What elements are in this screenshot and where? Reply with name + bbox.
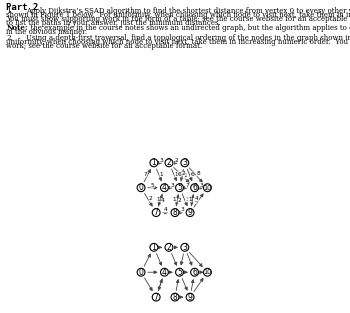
Text: 4: 4 bbox=[162, 183, 167, 192]
Circle shape bbox=[137, 184, 145, 192]
Text: Figure 2: Figure 2 bbox=[13, 230, 49, 239]
Text: 3: 3 bbox=[182, 243, 187, 252]
Text: 1.: 1. bbox=[6, 8, 13, 15]
Text: 6: 6 bbox=[178, 172, 181, 177]
Text: in the obvious manner.: in the obvious manner. bbox=[6, 28, 88, 36]
Circle shape bbox=[203, 184, 211, 192]
Circle shape bbox=[150, 159, 158, 167]
Text: Apply Dijkstra’s SSAD algorithm to find the shortest distance from vertex 0 to e: Apply Dijkstra’s SSAD algorithm to find … bbox=[26, 8, 350, 15]
Circle shape bbox=[186, 293, 194, 301]
Text: shown in Figure 1 below.  For uniformity, when choosing which node to visit next: shown in Figure 1 below. For uniformity,… bbox=[6, 11, 350, 19]
Text: 2: 2 bbox=[178, 198, 182, 203]
Text: 8: 8 bbox=[173, 208, 177, 217]
Text: 2: 2 bbox=[175, 158, 179, 163]
Circle shape bbox=[152, 293, 160, 301]
Text: 5: 5 bbox=[151, 182, 155, 187]
Text: to list the paths in your answer, just the minimum distances.: to list the paths in your answer, just t… bbox=[6, 19, 221, 27]
Text: 2: 2 bbox=[167, 243, 172, 252]
Circle shape bbox=[171, 293, 179, 301]
Circle shape bbox=[152, 209, 160, 217]
Text: 4: 4 bbox=[195, 196, 198, 201]
Circle shape bbox=[165, 159, 173, 167]
Circle shape bbox=[186, 209, 194, 217]
Text: 6: 6 bbox=[192, 183, 197, 192]
Text: 0: 0 bbox=[139, 183, 143, 192]
Text: 6: 6 bbox=[192, 268, 197, 277]
Circle shape bbox=[161, 184, 168, 192]
Text: 3: 3 bbox=[182, 158, 187, 167]
Text: 3: 3 bbox=[186, 197, 189, 202]
Text: 1: 1 bbox=[152, 158, 156, 167]
Text: 10: 10 bbox=[203, 269, 212, 275]
Text: Using a depth-first traversal, find a topological ordering of the nodes in the g: Using a depth-first traversal, find a to… bbox=[26, 34, 350, 42]
Text: 1: 1 bbox=[188, 197, 191, 202]
Text: Figure 1: Figure 1 bbox=[13, 145, 49, 154]
Text: 3: 3 bbox=[199, 182, 203, 187]
Circle shape bbox=[191, 184, 198, 192]
Text: 1: 1 bbox=[193, 198, 197, 203]
Text: 1: 1 bbox=[183, 173, 187, 178]
Text: 1: 1 bbox=[175, 172, 178, 177]
Circle shape bbox=[150, 244, 158, 251]
Text: 2: 2 bbox=[149, 196, 153, 201]
Circle shape bbox=[171, 209, 179, 217]
Text: 1: 1 bbox=[173, 197, 176, 202]
Text: 3: 3 bbox=[181, 208, 184, 213]
Text: 0: 0 bbox=[139, 268, 143, 277]
Text: 7: 7 bbox=[185, 182, 189, 187]
Text: work; see the course website for an acceptable format.: work; see the course website for an acce… bbox=[6, 42, 202, 50]
Text: 8: 8 bbox=[196, 171, 200, 176]
Circle shape bbox=[181, 244, 189, 251]
Text: uniformity, when choosing which node to visit next, take them in increasing nume: uniformity, when choosing which node to … bbox=[6, 38, 350, 46]
Text: Part 2: Part 2 bbox=[6, 3, 38, 12]
Text: 4: 4 bbox=[164, 208, 167, 213]
Text: 7: 7 bbox=[154, 208, 159, 217]
Text: 3: 3 bbox=[170, 182, 174, 187]
Text: 8: 8 bbox=[173, 293, 177, 302]
Circle shape bbox=[161, 268, 168, 276]
Text: Note:: Note: bbox=[6, 24, 28, 32]
Circle shape bbox=[191, 268, 198, 276]
Circle shape bbox=[181, 159, 189, 167]
Text: 9: 9 bbox=[188, 293, 193, 302]
Text: the example in the course notes shows an undirected graph, but the algorithm app: the example in the course notes shows an… bbox=[26, 24, 350, 32]
Text: 9: 9 bbox=[188, 208, 193, 217]
Text: 2: 2 bbox=[182, 171, 186, 176]
Circle shape bbox=[203, 268, 211, 276]
Text: 3: 3 bbox=[160, 158, 163, 163]
Text: 5: 5 bbox=[177, 183, 182, 192]
Circle shape bbox=[137, 268, 145, 276]
Text: 5: 5 bbox=[177, 268, 182, 277]
Text: 10: 10 bbox=[203, 185, 212, 191]
Circle shape bbox=[176, 268, 183, 276]
Text: 7: 7 bbox=[154, 293, 159, 302]
Text: 4: 4 bbox=[162, 268, 167, 277]
Circle shape bbox=[176, 184, 183, 192]
Text: 1: 1 bbox=[160, 172, 163, 177]
Text: 7: 7 bbox=[143, 172, 147, 177]
Text: You must show supporting work in the form of a table; see the course website for: You must show supporting work in the for… bbox=[6, 15, 350, 23]
Circle shape bbox=[165, 244, 173, 251]
Text: 1: 1 bbox=[152, 243, 156, 252]
Text: 4: 4 bbox=[161, 198, 164, 203]
Text: 2.: 2. bbox=[6, 34, 13, 42]
Text: 2: 2 bbox=[167, 158, 172, 167]
Text: 1: 1 bbox=[156, 197, 160, 202]
Text: 6: 6 bbox=[190, 172, 194, 177]
